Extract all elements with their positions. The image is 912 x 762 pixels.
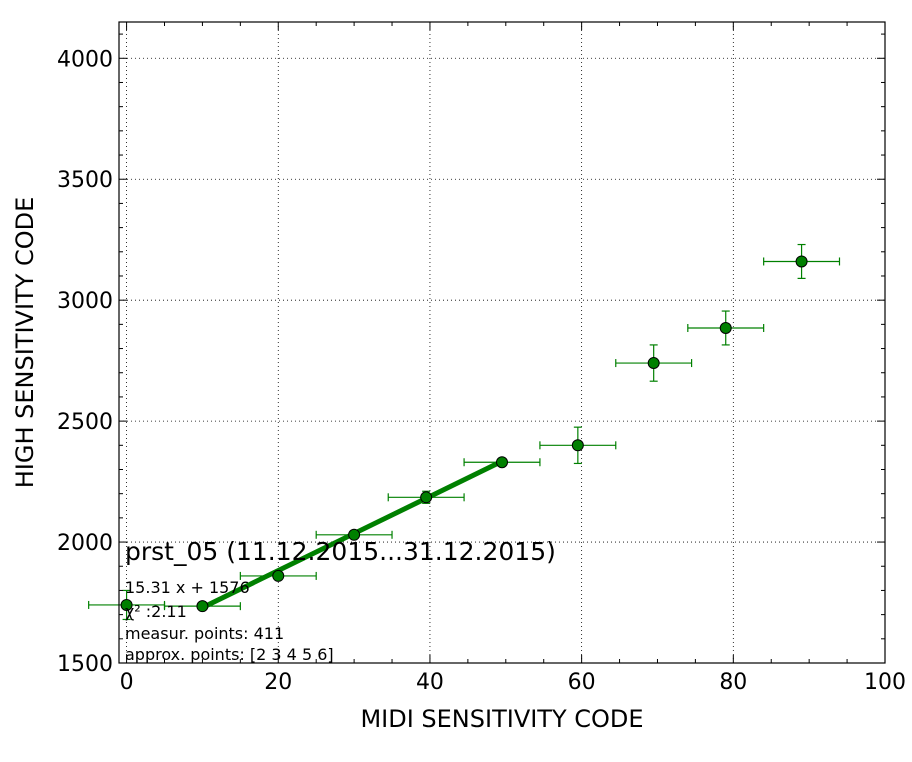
data-point — [719, 321, 732, 334]
y-axis-label: HIGH SENSITIVITY CODE — [11, 197, 39, 489]
chi-square: χ² :2.11 — [125, 602, 187, 621]
axis-ticks: 0 20 40 60 80 100 1500 2000 2500 3000 3500 4000 — [57, 22, 906, 695]
measurement-count: measur. points: 411 — [125, 624, 284, 643]
data-point — [420, 491, 433, 504]
grid-lines — [119, 22, 886, 664]
x-tick-label: 20 — [264, 670, 292, 695]
x-tick-label: 60 — [568, 670, 596, 695]
y-tick-label: 3500 — [57, 168, 113, 193]
y-tick-label: 2000 — [57, 531, 113, 556]
data-points — [120, 255, 808, 613]
data-point — [795, 255, 808, 268]
y-tick-label: 2500 — [57, 410, 113, 435]
data-point — [496, 456, 508, 469]
y-tick-label: 4000 — [57, 47, 113, 72]
plot-frame — [118, 21, 886, 664]
data-point — [647, 357, 660, 370]
x-tick-label: 80 — [719, 670, 747, 695]
data-point — [348, 528, 361, 541]
y-tick-label: 3000 — [57, 289, 113, 314]
x-tick-label: 100 — [864, 670, 906, 695]
data-point — [120, 598, 133, 611]
x-axis-label: MIDI SENSITIVITY CODE — [360, 705, 643, 733]
fit-equation: 15.31 x + 1576 — [125, 578, 250, 597]
chart-title: prst_05 (11.12.2015...31.12.2015) — [125, 537, 556, 566]
x-tick-label: 40 — [416, 670, 444, 695]
y-tick-label: 1500 — [57, 652, 113, 677]
approx-points: approx. points: [2 3 4 5 6] — [125, 645, 334, 664]
data-point — [571, 439, 584, 452]
data-point — [272, 569, 285, 582]
data-point — [196, 600, 209, 613]
x-tick-label: 0 — [120, 670, 134, 695]
